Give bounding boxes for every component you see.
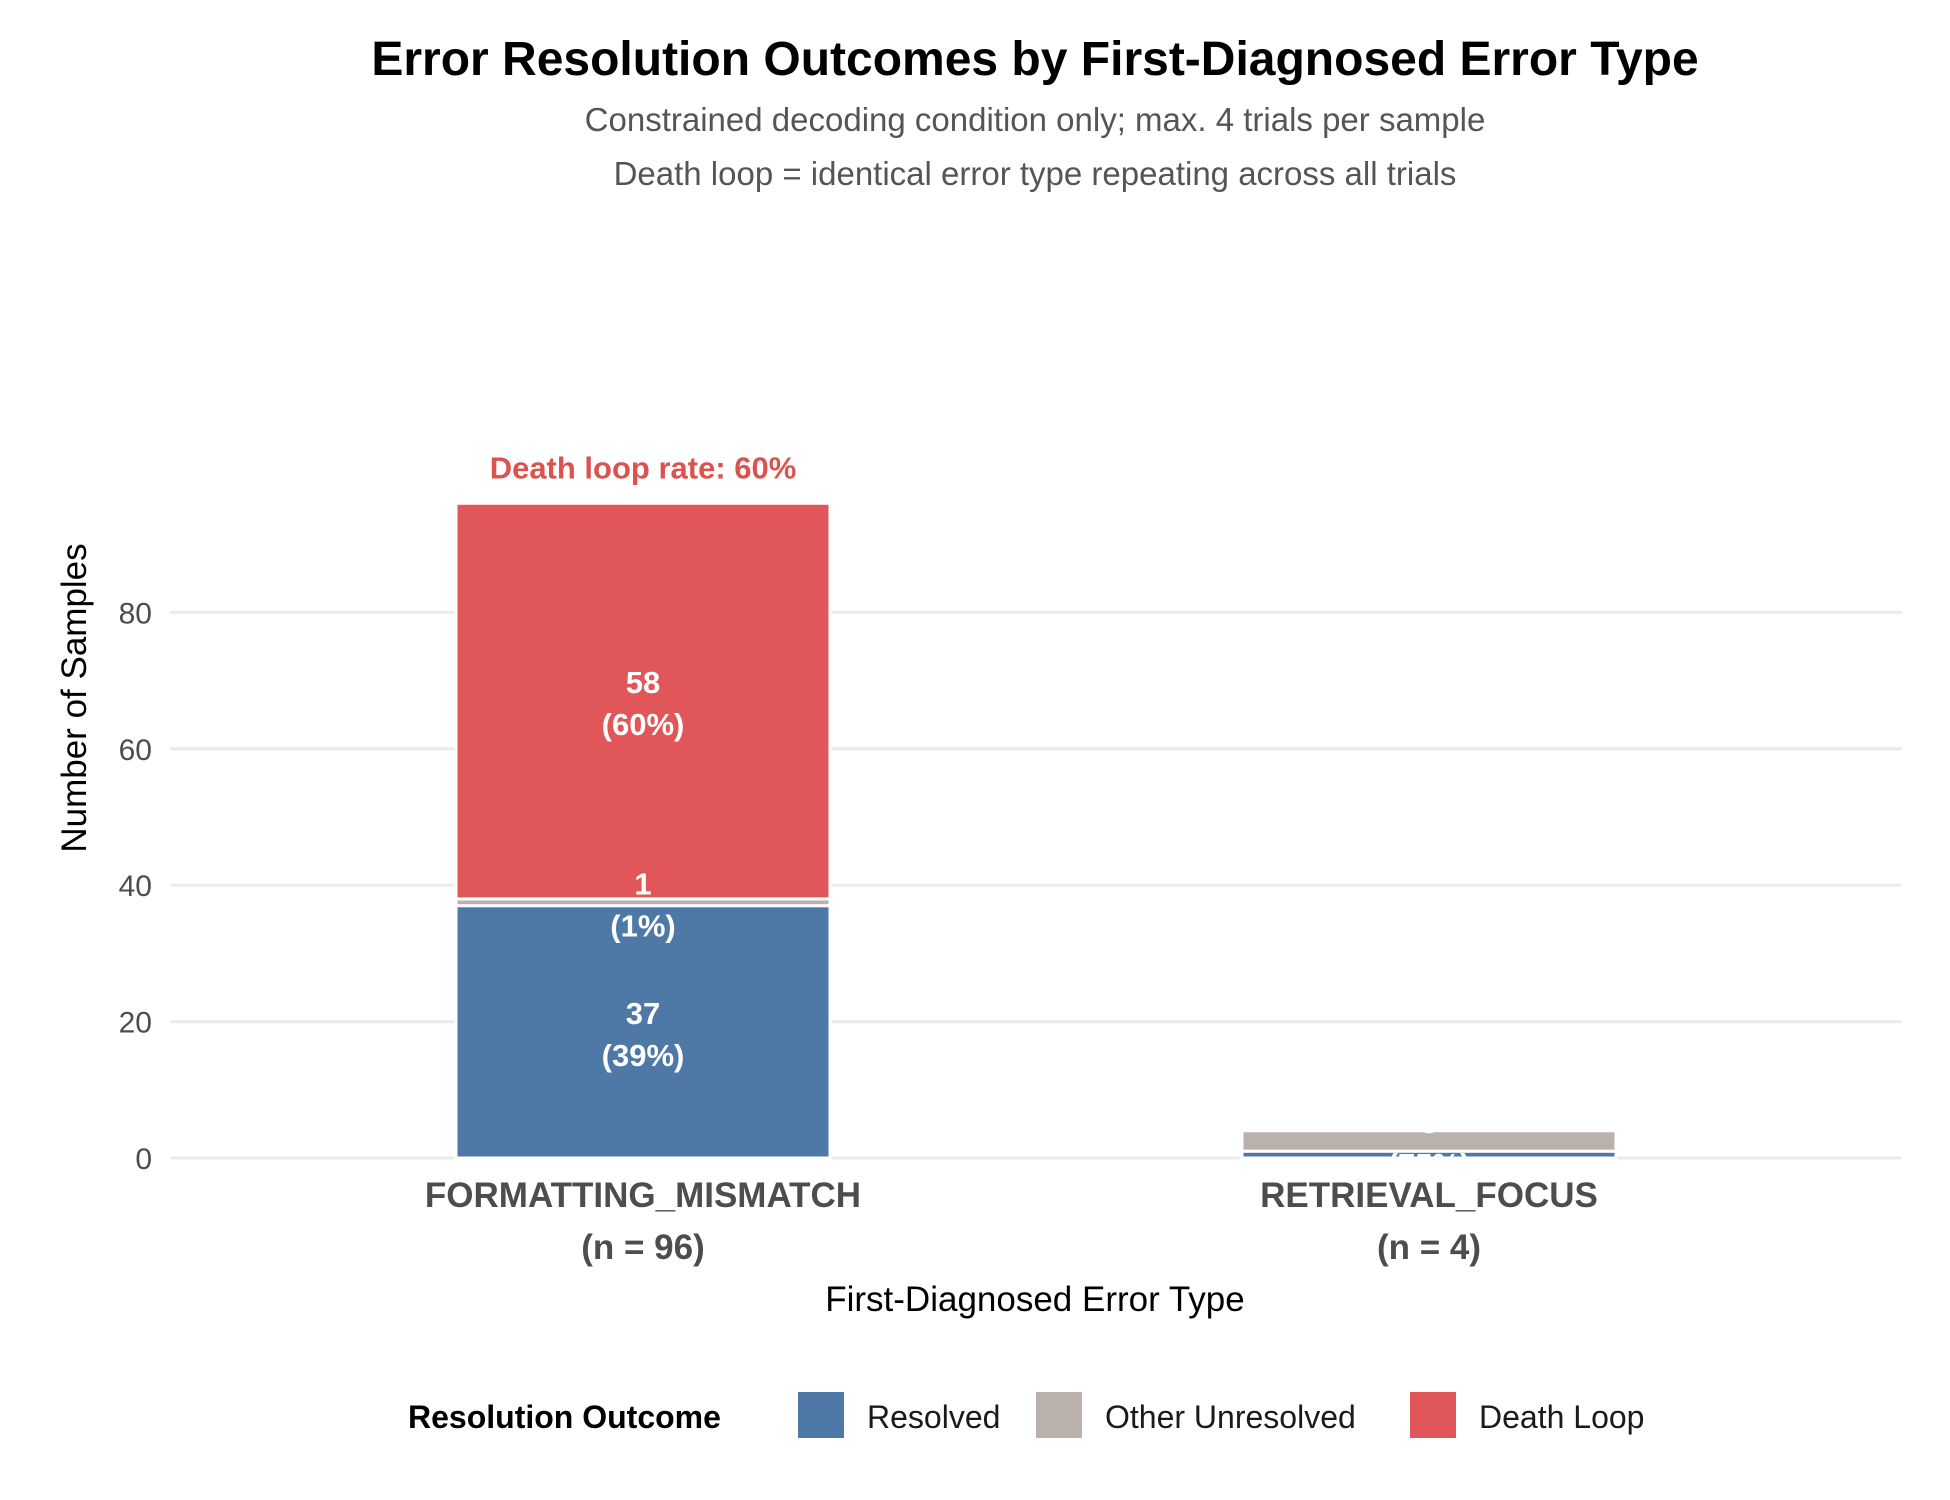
segment-label-formatting-mismatch-death-loop: 58 (60%) [602,665,685,742]
death-loop-rate-annotation: Death loop rate: 60% [490,450,797,485]
y-axis-ticks: 0 20 40 60 80 [119,597,152,1176]
chart-subtitle-line-1: Constrained decoding condition only; max… [585,101,1486,138]
x-tick-label-formatting-mismatch: FORMATTING_MISMATCH [425,1176,861,1215]
y-tick-label-80: 80 [119,597,152,630]
legend-label-death-loop: Death Loop [1479,1399,1644,1435]
x-tick-n-label-retrieval-focus: (n = 4) [1377,1228,1481,1267]
bar-formatting-mismatch-resolved [454,904,832,1160]
legend-title: Resolution Outcome [408,1399,721,1435]
legend-label-resolved: Resolved [867,1399,1000,1435]
chart-subtitle-line-2: Death loop = identical error type repeat… [614,155,1457,192]
bar-formatting-mismatch-death-loop [454,501,832,901]
legend-swatch-resolved [798,1392,844,1438]
legend-swatch-death-loop [1410,1392,1456,1438]
y-axis-title: Number of Samples [55,543,94,852]
y-tick-label-0: 0 [135,1143,152,1176]
segment-labels: 37 (39%) 1 (1%) 58 (60%) 3 (75%) [602,665,1471,1182]
annotations: Death loop rate: 60% [490,450,797,485]
bars [454,501,1618,1160]
gridlines [170,610,1902,1160]
x-axis-title: First-Diagnosed Error Type [825,1280,1245,1319]
legend: Resolution Outcome Resolved Other Unresol… [408,1392,1644,1438]
segment-label-retrieval-focus-other-unresolved: 3 (75%) [1388,1105,1471,1182]
chart-title: Error Resolution Outcomes by First-Diagn… [371,33,1698,86]
x-axis-ticks: FORMATTING_MISMATCH (n = 96) RETRIEVAL_FOC… [425,1176,1598,1267]
segment-label-formatting-mismatch-other-unresolved: 1 (1%) [610,866,675,943]
y-tick-label-40: 40 [119,870,152,903]
y-tick-label-60: 60 [119,734,152,767]
y-tick-label-20: 20 [119,1007,152,1040]
legend-label-other-unresolved: Other Unresolved [1105,1399,1356,1435]
bar-retrieval-focus-other-unresolved [1240,1129,1618,1153]
legend-swatch-other-unresolved [1036,1392,1082,1438]
segment-label-formatting-mismatch-resolved: 37 (39%) [602,996,685,1073]
x-tick-label-retrieval-focus: RETRIEVAL_FOCUS [1260,1176,1598,1215]
x-tick-n-label-formatting-mismatch: (n = 96) [581,1228,705,1267]
